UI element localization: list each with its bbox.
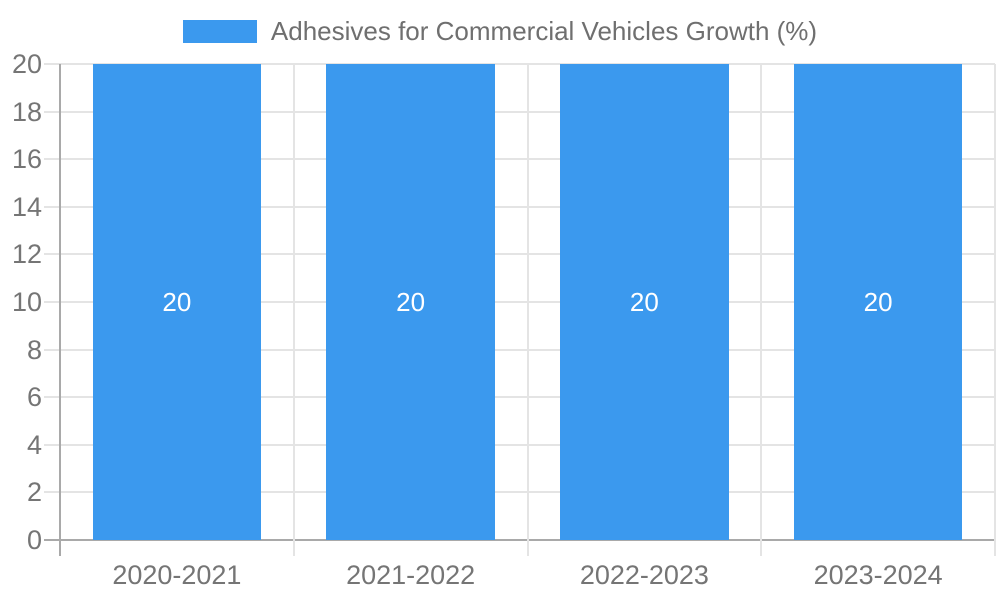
bar [793,64,963,540]
y-tick-label: 20 [11,49,42,79]
bar-value-label: 20 [162,287,192,317]
chart-legend: Adhesives for Commercial Vehicles Growth… [0,16,1000,46]
category-separator-line [994,64,996,556]
y-gridline [44,301,995,303]
y-tick-label: 14 [11,191,42,222]
bar-value-label: 20 [629,287,659,317]
y-gridline [44,253,995,256]
bar [92,64,262,540]
category-separator-line [526,64,529,556]
y-gridline [44,443,995,446]
y-tick-label: 0 [26,525,42,555]
y-gridline [44,348,995,351]
y-gridline [44,158,995,161]
bar [560,64,729,540]
x-tick-label: 2022-2023 [579,560,709,590]
y-tick-label: 8 [26,334,42,365]
y-tick-label: 4 [26,429,42,460]
y-tick-label: 12 [11,239,42,270]
bar [326,64,495,540]
y-tick-label: 16 [11,144,42,175]
category-separator-line [760,64,763,556]
y-axis-line [59,64,61,556]
x-tick-label: 2023-2024 [813,560,943,590]
y-gridline [44,396,995,399]
y-tick-label: 6 [26,382,42,413]
legend-swatch [182,19,257,43]
y-gridline [44,63,995,65]
y-tick-label: 2 [26,477,42,508]
y-gridline [44,205,995,208]
x-tick-label: 2020-2021 [112,560,242,590]
y-gridline [44,491,995,494]
y-tick-label: 10 [11,287,42,317]
legend-label: Adhesives for Commercial Vehicles Growth… [270,15,818,46]
y-gridline [44,110,995,113]
bar-value-label: 20 [863,287,893,317]
x-tick-label: 2021-2022 [346,560,476,590]
category-separator-line [292,64,295,556]
x-axis-baseline [44,539,995,541]
bar-value-label: 20 [396,287,426,317]
y-tick-label: 18 [11,96,42,127]
